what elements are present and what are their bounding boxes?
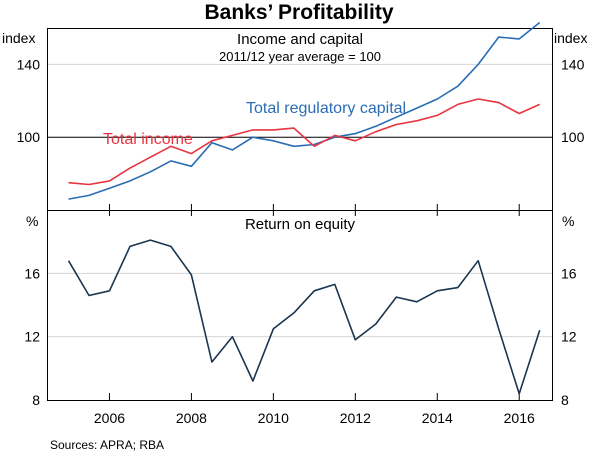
series-line-0-0: [68, 21, 541, 200]
x-tick-label: 2014: [422, 410, 453, 426]
y-tick-right: 12: [561, 329, 577, 345]
series-layer: [67, 21, 541, 395]
y-tick-right: 16: [561, 265, 577, 281]
x-tick-label: 2012: [340, 410, 371, 426]
top-right-unit: index: [554, 30, 587, 46]
y-tick-left: 16: [24, 265, 40, 281]
x-tick-layer: 2006 2008 2010 2012 2014 2016: [94, 204, 535, 426]
y-tick-left: 100: [17, 129, 41, 145]
bottom-panel-title: Return on equity: [245, 216, 356, 233]
x-tick-label: 2016: [504, 410, 535, 426]
y-tick-layer: 100 100 140 140 8 8 12 12 16 16: [17, 56, 585, 408]
y-tick-right: 100: [561, 129, 585, 145]
top-panel-subtitle: 2011/12 year average = 100: [219, 49, 381, 64]
y-tick-left: 140: [17, 56, 41, 72]
source-note: Sources: APRA; RBA: [50, 438, 164, 452]
y-tick-left: 12: [24, 329, 40, 345]
series-label-income: Total income: [103, 131, 193, 148]
x-tick-label: 2006: [94, 410, 125, 426]
bottom-left-unit: %: [26, 213, 38, 229]
series-line-1-0: [67, 239, 541, 395]
series-label-capital: Total regulatory capital: [246, 100, 406, 117]
x-tick-label: 2008: [176, 410, 207, 426]
chart-title: Banks’ Profitability: [204, 1, 393, 24]
top-panel-title: Income and capital: [237, 31, 363, 48]
bottom-right-unit: %: [562, 213, 574, 229]
series-line-0-1: [68, 98, 541, 186]
x-tick-label: 2010: [258, 410, 289, 426]
top-left-unit: index: [2, 30, 35, 46]
y-tick-left: 8: [32, 392, 40, 408]
bottom-panel-frame: [47, 210, 553, 401]
y-tick-right: 8: [561, 392, 569, 408]
y-tick-right: 140: [561, 56, 585, 72]
